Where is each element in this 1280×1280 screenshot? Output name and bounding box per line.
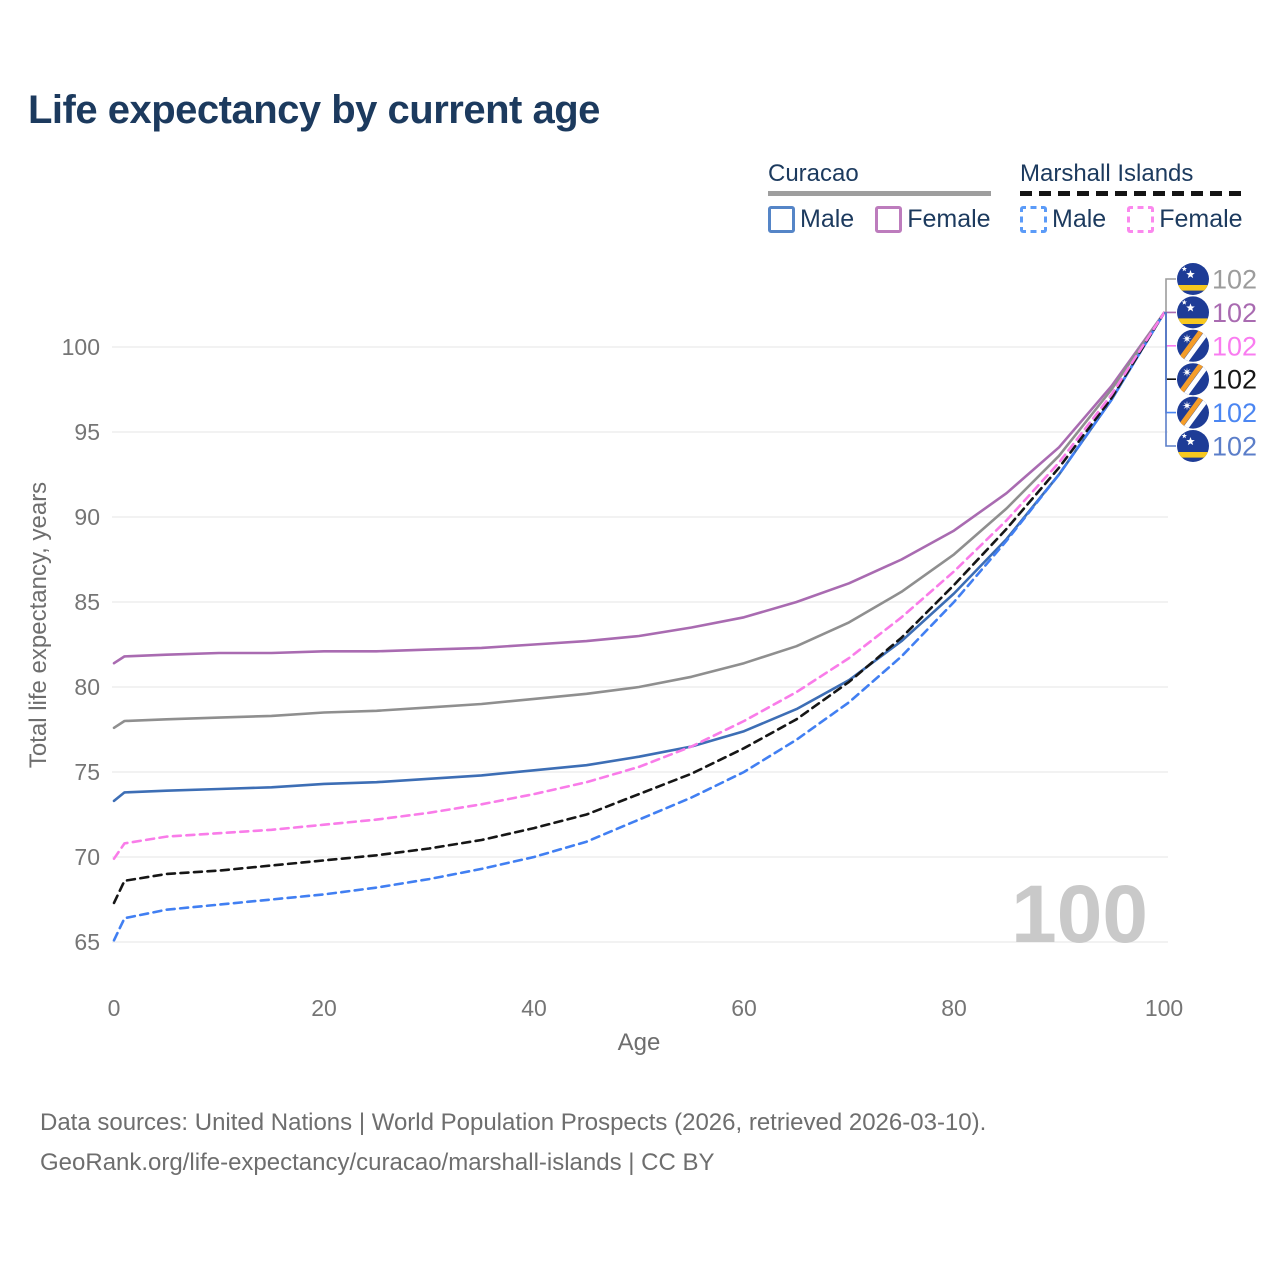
series-line-marshall-islands-female <box>112 311 1166 860</box>
curacao-male-swatch-icon <box>768 206 795 233</box>
legend-item-label: Male <box>1052 205 1107 233</box>
legend-group-marshall-islands-label: Marshall Islands <box>1020 160 1194 187</box>
end-value-label-curacao-male: 102 <box>1212 432 1257 462</box>
source-line-1: Data sources: United Nations | World Pop… <box>40 1109 987 1136</box>
series-line-curacao-female <box>112 311 1166 665</box>
y-tick-label-80: 80 <box>74 674 100 700</box>
legend-item-marshall-islands-female[interactable]: Female <box>1127 205 1243 234</box>
marshall-islands-female-swatch-icon <box>1127 206 1155 233</box>
grid-and-ticks: 65 70 75 80 85 90 95 100 0 20 40 60 80 100 <box>62 334 1184 1021</box>
series-line-curacao-all <box>112 311 1166 730</box>
series-line-marshall-islands-all <box>112 311 1166 905</box>
series-lines <box>112 311 1166 942</box>
leader-line-curacao-all <box>1164 278 1176 314</box>
end-value-label-marshall-islands-all: 102 <box>1212 365 1257 395</box>
series-line-curacao-male <box>112 311 1166 803</box>
legend-item-label: Male <box>800 205 855 233</box>
legend-item-label: Female <box>1159 205 1243 233</box>
end-value-label-marshall-islands-female: 102 <box>1212 331 1257 361</box>
end-value-label-curacao-female: 102 <box>1212 298 1257 328</box>
series-line-marshall-islands-male <box>112 311 1166 942</box>
x-tick-label-20: 20 <box>311 995 337 1021</box>
curacao-female-swatch-icon <box>875 206 903 233</box>
x-tick-label-80: 80 <box>941 995 967 1021</box>
x-tick-label-0: 0 <box>108 995 121 1021</box>
page-title: Life expectancy by current age <box>28 88 600 132</box>
legend-item-marshall-islands-male[interactable]: Male <box>1020 205 1106 234</box>
curacao-flag-icon <box>1177 263 1209 295</box>
legend-curacao-line-sample <box>768 191 991 196</box>
legend-item-curacao-male[interactable]: Male <box>768 205 854 234</box>
x-axis-title: Age <box>618 1029 661 1056</box>
source-footer: Data sources: United Nations | World Pop… <box>40 1103 986 1183</box>
y-tick-label-75: 75 <box>74 759 100 785</box>
marshall-islands-male-swatch-icon <box>1020 206 1047 233</box>
end-value-label-curacao-all: 102 <box>1212 265 1257 295</box>
legend-group-marshall-islands: Marshall Islands Male Female <box>1020 160 1243 234</box>
y-axis-title: Total life expectancy, years <box>25 482 52 768</box>
y-tick-label-70: 70 <box>74 844 100 870</box>
source-line-2: GeoRank.org/life-expectancy/curacao/mars… <box>40 1149 715 1176</box>
x-tick-label-60: 60 <box>731 995 757 1021</box>
legend-item-curacao-female[interactable]: Female <box>875 205 991 234</box>
curacao-flag-icon <box>1177 430 1209 462</box>
marshall-islands-flag-icon <box>1177 327 1209 365</box>
legend-marshall-islands-line-sample <box>1020 191 1243 196</box>
end-value-label-marshall-islands-male: 102 <box>1212 398 1257 428</box>
y-tick-label-85: 85 <box>74 589 100 615</box>
x-tick-label-40: 40 <box>521 995 547 1021</box>
legend-group-curacao: Curacao Male Female <box>768 160 991 234</box>
x-tick-label-100: 100 <box>1145 995 1183 1021</box>
y-tick-label-90: 90 <box>74 504 100 530</box>
leader-line-curacao-male <box>1164 312 1176 447</box>
y-tick-label-95: 95 <box>74 419 100 445</box>
y-tick-label-100: 100 <box>62 334 100 360</box>
age-cursor-watermark: 100 <box>1011 869 1148 960</box>
legend-item-label: Female <box>907 205 991 233</box>
y-tick-label-65: 65 <box>74 929 100 955</box>
curacao-flag-icon <box>1177 296 1209 328</box>
marshall-islands-flag-icon <box>1177 361 1209 399</box>
legend-group-curacao-label: Curacao <box>768 160 859 187</box>
marshall-islands-flag-icon <box>1177 394 1209 432</box>
